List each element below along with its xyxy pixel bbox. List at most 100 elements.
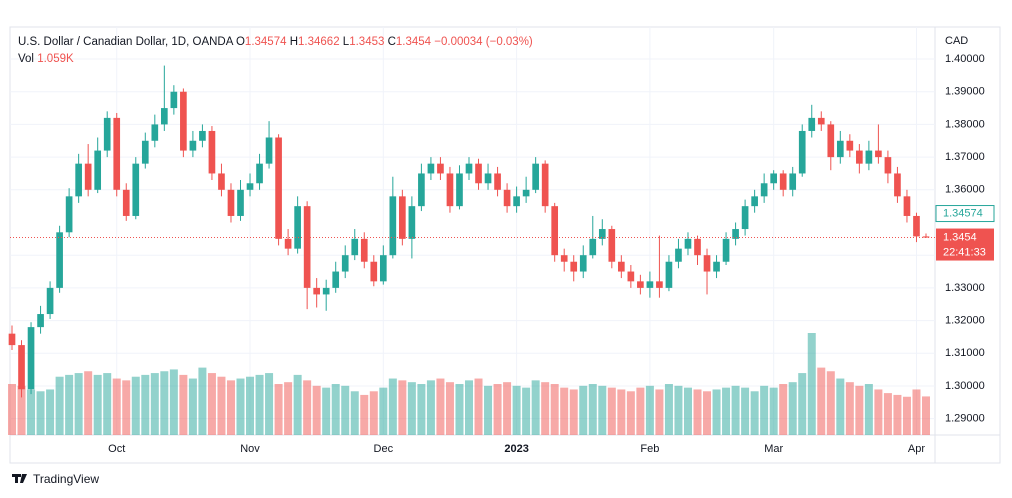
close: 1.3454 [395, 36, 432, 48]
legend-header: U.S. Dollar / Canadian Dollar, 1D, OANDA… [18, 34, 533, 68]
change: −0.00034 (−0.03%) [434, 36, 533, 48]
volume-bar [788, 382, 797, 435]
candle-body [151, 124, 159, 141]
candle-body [637, 281, 644, 288]
volume-bar [817, 367, 826, 435]
volume-bar [855, 385, 864, 435]
candle-body [418, 173, 425, 207]
candle-body [246, 183, 254, 190]
volume-bar [645, 385, 654, 435]
volume-bar [436, 378, 445, 435]
candle-body [513, 196, 520, 207]
candle-body [579, 255, 587, 272]
candle-body [751, 196, 758, 207]
candle-body [570, 261, 578, 272]
candle-body [703, 255, 711, 272]
volume-bar [255, 374, 264, 435]
volume-bar [845, 382, 854, 435]
candle-body [199, 130, 206, 141]
volume-bar [103, 373, 112, 435]
volume-bar [741, 387, 750, 435]
volume-bar [674, 385, 683, 435]
volume-bar [331, 384, 340, 435]
candle-body [437, 163, 444, 174]
candle-body [713, 261, 720, 272]
candle-body [722, 238, 730, 262]
candle-body [903, 196, 911, 216]
candle-body [265, 137, 273, 164]
volume-bar [807, 333, 816, 435]
candle-body [541, 163, 549, 207]
candle-body [341, 255, 349, 272]
volume-bar [360, 394, 369, 435]
y-tick-label: 1.29000 [945, 413, 985, 425]
o: O [235, 36, 245, 48]
currency: CAD [945, 35, 968, 47]
l: L [342, 36, 350, 48]
volume-bar [550, 384, 559, 435]
candle-body [827, 124, 835, 158]
volume-bar [27, 389, 36, 435]
open: 1.34574 [244, 36, 287, 48]
candle-body [370, 261, 378, 282]
volume-bar [112, 378, 121, 435]
candle-body [675, 248, 682, 262]
volume-bar [150, 373, 159, 435]
volume-bar [683, 387, 692, 435]
volume-bar [8, 384, 16, 435]
volume-bar [322, 387, 331, 435]
x-tick-label: Dec [374, 443, 394, 455]
candle-body [37, 314, 44, 328]
volume-bar [369, 391, 378, 435]
volume-bar [531, 380, 540, 435]
x-tick-label: Oct [108, 443, 125, 455]
volume-bar [922, 396, 930, 435]
h: H [289, 36, 299, 48]
volume-bar [503, 382, 512, 435]
volume-bar [445, 382, 454, 435]
volume-bar [579, 385, 588, 435]
candle-body [94, 150, 102, 190]
volume-bar [750, 391, 759, 435]
candle-body [865, 150, 873, 164]
x-tick-label: Mar [764, 443, 783, 455]
volume-bar [160, 371, 169, 435]
volume-bar [46, 389, 55, 435]
candle-body [389, 196, 397, 256]
candle-body [646, 281, 654, 288]
candle-body [522, 189, 530, 197]
volume-bar [693, 389, 702, 435]
candle-body [627, 271, 635, 282]
volume-bar [541, 382, 550, 435]
volume-bar [484, 385, 493, 435]
volume-bar [217, 376, 226, 435]
volume-bar [712, 389, 721, 435]
volume-bar [664, 384, 673, 435]
volume-bar [779, 384, 788, 435]
candle-body [46, 287, 54, 315]
y-tick-label: 1.39000 [945, 86, 985, 98]
candle-body [227, 189, 235, 216]
volume-bar [84, 371, 93, 435]
volume-bar [798, 373, 807, 435]
volume-bar [874, 389, 883, 435]
x-tick-label: Feb [640, 443, 659, 455]
candle-body [84, 163, 92, 190]
candle-body [161, 108, 168, 125]
volume-bar [883, 393, 892, 435]
candle-body [132, 163, 140, 216]
volume [8, 333, 930, 435]
y-tick-label: 1.30000 [945, 380, 985, 392]
volume-bar [207, 373, 216, 435]
volume-bar [388, 378, 397, 435]
volume-bar [655, 389, 664, 435]
candle-body [122, 189, 130, 216]
high: 1.34662 [298, 36, 340, 48]
volume-bar [122, 380, 131, 435]
candle-body [732, 229, 739, 239]
volume-bar [569, 389, 578, 435]
candle-body [618, 261, 625, 272]
volume-bar [379, 387, 388, 435]
candle-body [27, 327, 35, 390]
volume-bar [902, 396, 911, 435]
